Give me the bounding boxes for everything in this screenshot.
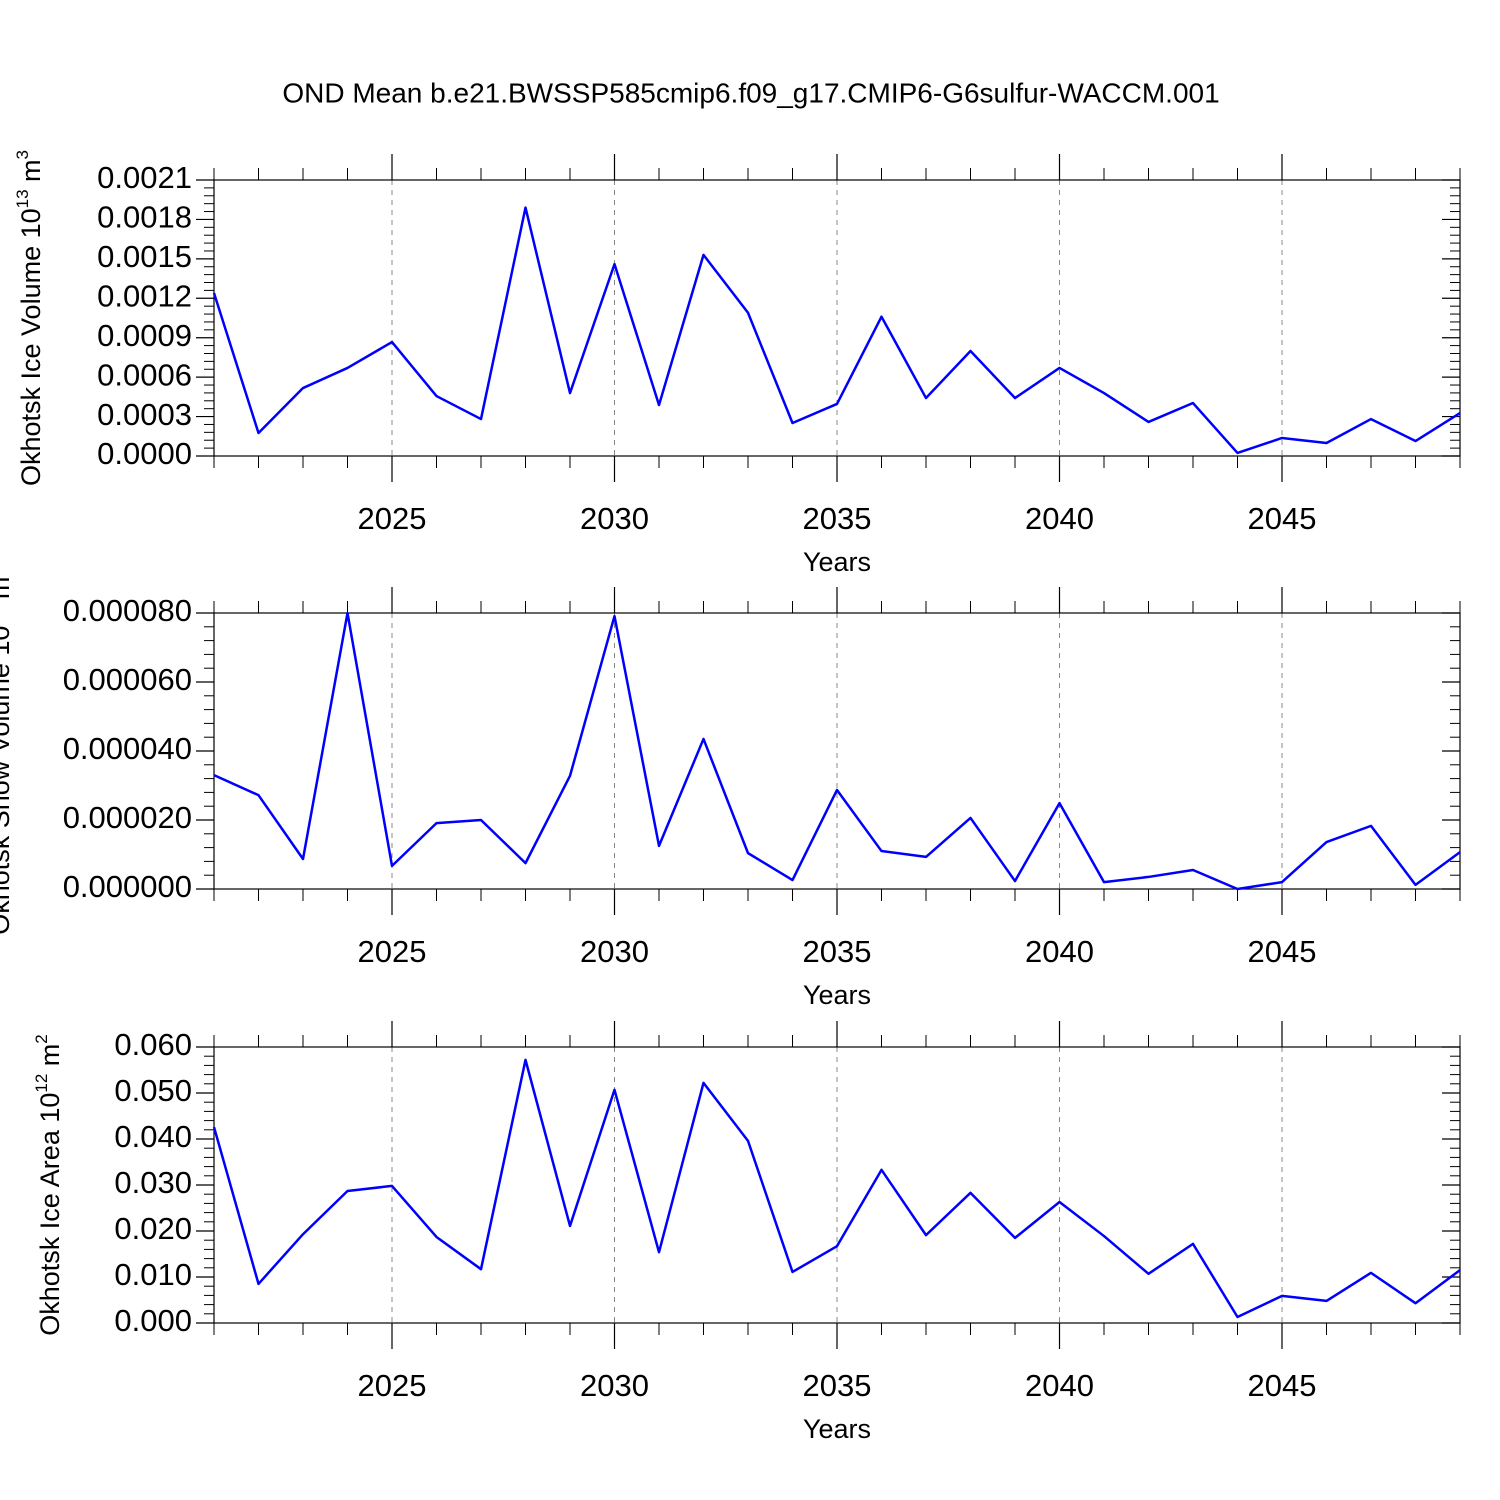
y-tick-label: 0.0006 bbox=[97, 357, 192, 392]
y-axis-label: Okhotsk Snow Volume 1013 m3 bbox=[0, 567, 15, 935]
y-tick-label: 0.000040 bbox=[63, 731, 192, 766]
y-axis-label-exponent: 2 bbox=[32, 1034, 51, 1043]
x-tick-label: 2025 bbox=[358, 501, 427, 536]
y-tick-label: 0.020 bbox=[114, 1211, 192, 1246]
y-tick-label: 0.000060 bbox=[63, 662, 192, 697]
y-axis-label-exponent: 12 bbox=[32, 1074, 51, 1093]
plot-frame bbox=[213, 612, 1461, 890]
y-tick-label: 0.0012 bbox=[97, 278, 192, 313]
x-axis-label: Years bbox=[803, 547, 871, 577]
plot-frame bbox=[213, 179, 1461, 457]
y-tick-label: 0.000 bbox=[114, 1303, 192, 1338]
y-axis-label: Okhotsk Ice Volume 1013 m3 bbox=[13, 150, 46, 486]
x-axis-label: Years bbox=[803, 980, 871, 1010]
y-axis-label-part: Okhotsk Snow Volume 10 bbox=[0, 626, 15, 935]
y-tick-label: 0.010 bbox=[114, 1257, 192, 1292]
x-tick-label: 2040 bbox=[1025, 1368, 1094, 1403]
y-tick-label: 0.030 bbox=[114, 1165, 192, 1200]
y-tick-label: 0.0003 bbox=[97, 397, 192, 432]
x-tick-label: 2040 bbox=[1025, 501, 1094, 536]
data-line bbox=[212, 1058, 1461, 1319]
y-axis-label: Okhotsk Ice Area 1012 m2 bbox=[32, 1034, 65, 1336]
x-tick-label: 2035 bbox=[803, 934, 872, 969]
y-axis-label-exponent: 3 bbox=[13, 150, 32, 159]
x-tick-label: 2045 bbox=[1248, 501, 1317, 536]
x-tick-label: 2045 bbox=[1248, 934, 1317, 969]
x-axis-label: Years bbox=[803, 1414, 871, 1444]
y-tick-label: 0.050 bbox=[114, 1073, 192, 1108]
y-tick-label: 0.000080 bbox=[63, 593, 192, 628]
y-axis-label-exponent: 13 bbox=[13, 189, 32, 208]
chart-title: OND Mean b.e21.BWSSP585cmip6.f09_g17.CMI… bbox=[282, 77, 1219, 108]
y-tick-label: 0.0015 bbox=[97, 239, 192, 274]
y-axis-label-part: m bbox=[0, 577, 15, 607]
x-tick-label: 2035 bbox=[803, 501, 872, 536]
y-axis-label-part: m bbox=[16, 159, 46, 189]
x-tick-label: 2030 bbox=[580, 1368, 649, 1403]
y-axis-label-exponent: 3 bbox=[0, 567, 1, 576]
y-axis-label-part: Okhotsk Ice Area 10 bbox=[35, 1093, 65, 1336]
y-tick-label: 0.060 bbox=[114, 1027, 192, 1062]
x-tick-label: 2030 bbox=[580, 501, 649, 536]
data-line bbox=[212, 206, 1461, 455]
y-axis-label-part: m bbox=[35, 1044, 65, 1074]
y-tick-label: 0.0000 bbox=[97, 436, 192, 471]
plot-frame bbox=[213, 1046, 1461, 1324]
x-tick-label: 2030 bbox=[580, 934, 649, 969]
y-tick-label: 0.0021 bbox=[97, 160, 192, 195]
y-tick-label: 0.0018 bbox=[97, 200, 192, 235]
y-axis-label-part: Okhotsk Ice Volume 10 bbox=[16, 208, 46, 486]
y-axis-label-exponent: 13 bbox=[0, 607, 1, 626]
data-line bbox=[213, 611, 1461, 891]
x-tick-label: 2025 bbox=[358, 1368, 427, 1403]
x-tick-label: 2025 bbox=[358, 934, 427, 969]
y-tick-label: 0.0009 bbox=[97, 318, 192, 353]
x-tick-label: 2045 bbox=[1248, 1368, 1317, 1403]
y-tick-label: 0.000020 bbox=[63, 800, 192, 835]
y-tick-label: 0.000000 bbox=[63, 869, 192, 904]
x-tick-label: 2035 bbox=[803, 1368, 872, 1403]
x-tick-label: 2040 bbox=[1025, 934, 1094, 969]
y-tick-label: 0.040 bbox=[114, 1119, 192, 1154]
